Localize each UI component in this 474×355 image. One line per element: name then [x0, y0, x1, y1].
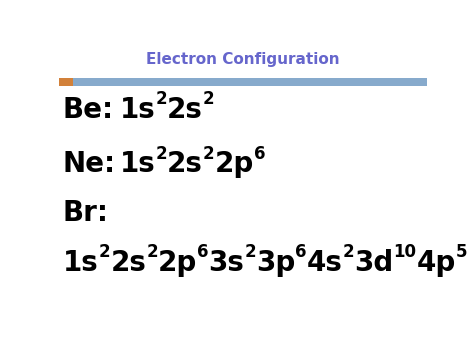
- Text: 2: 2: [245, 243, 256, 261]
- Text: 2: 2: [146, 243, 158, 261]
- Text: 2p: 2p: [158, 248, 197, 277]
- Bar: [59, 78, 73, 86]
- Text: 3p: 3p: [256, 248, 295, 277]
- Text: Br:: Br:: [63, 200, 109, 228]
- Text: 2: 2: [203, 144, 215, 163]
- Text: 10: 10: [393, 243, 417, 261]
- Bar: [73, 78, 427, 86]
- Text: 1s: 1s: [63, 248, 99, 277]
- Text: 6: 6: [254, 144, 265, 163]
- Text: 2s: 2s: [167, 95, 203, 124]
- Text: 1s: 1s: [120, 95, 155, 124]
- Text: 4s: 4s: [307, 248, 343, 277]
- Text: 3s: 3s: [209, 248, 245, 277]
- Text: 3d: 3d: [354, 248, 393, 277]
- Text: 6: 6: [295, 243, 307, 261]
- Text: 2s: 2s: [167, 150, 203, 178]
- Text: 2: 2: [155, 90, 167, 108]
- Text: 4p: 4p: [417, 248, 456, 277]
- Text: 5: 5: [456, 243, 467, 261]
- Text: Electron Configuration: Electron Configuration: [146, 52, 340, 67]
- Text: 2p: 2p: [215, 150, 254, 178]
- Text: 2: 2: [155, 144, 167, 163]
- Text: Ne:: Ne:: [63, 150, 116, 178]
- Text: 6: 6: [197, 243, 209, 261]
- Text: 2s: 2s: [110, 248, 146, 277]
- Text: 2: 2: [99, 243, 110, 261]
- Text: 2: 2: [343, 243, 354, 261]
- Text: 1s: 1s: [120, 150, 155, 178]
- Text: Be:: Be:: [63, 95, 114, 124]
- Text: 2: 2: [203, 90, 215, 108]
